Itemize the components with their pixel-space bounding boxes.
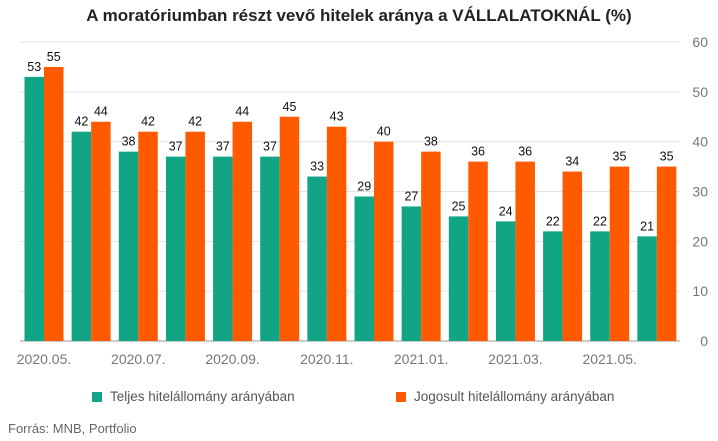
data-label: 37 (216, 140, 230, 154)
y-axis-ticks: 0 10 20 30 40 50 60 (692, 34, 708, 349)
bar-series1 (543, 231, 563, 341)
bar-series2 (468, 161, 488, 341)
data-label: 22 (593, 214, 607, 228)
bar-series1 (213, 156, 233, 341)
data-label: 36 (471, 145, 485, 159)
data-label: 53 (27, 60, 41, 74)
data-label: 55 (47, 50, 61, 64)
data-label: 40 (377, 125, 391, 139)
bar-series1 (637, 236, 657, 341)
y-tick-label: 60 (692, 34, 708, 50)
y-tick-label: 40 (692, 134, 708, 150)
bar-series2 (44, 66, 64, 342)
bar-series2 (562, 171, 583, 341)
x-axis-ticks: 2020.05. 2020.07. 2020.09. 2020.11. 2021.01.… (17, 351, 637, 367)
bar-series1 (71, 131, 92, 341)
bar-series1 (307, 176, 327, 341)
bar-series1 (24, 76, 44, 341)
data-label: 22 (546, 214, 560, 228)
bar-series2 (609, 166, 630, 341)
bar-series2 (232, 121, 253, 341)
bar-series2 (421, 151, 441, 341)
legend-item-series2: Jogosult hitelállomány arányában (396, 389, 614, 404)
data-label: 35 (613, 150, 627, 164)
bar-series1 (165, 156, 186, 341)
x-tick-label: 2020.09. (205, 351, 260, 367)
data-label: 44 (235, 105, 249, 119)
data-label: 43 (330, 110, 344, 124)
data-label: 38 (122, 135, 136, 149)
legend-swatch-series1 (92, 391, 102, 402)
legend-swatch-series2 (396, 391, 406, 402)
data-label: 24 (499, 204, 513, 218)
chart-title: A moratóriumban részt vevő hitelek arány… (86, 6, 632, 25)
bar-series1 (354, 196, 374, 341)
y-tick-label: 50 (692, 84, 708, 100)
data-labels: 53 42 38 37 37 37 33 29 27 25 24 22 22 21 55 44 42 42 44 45… (27, 50, 673, 233)
data-label: 27 (404, 189, 418, 203)
data-label: 33 (310, 160, 324, 174)
bar-series1 (590, 231, 610, 341)
data-label: 42 (74, 115, 88, 129)
bar-series2 (91, 121, 111, 341)
legend-item-series1: Teljes hitelállomány arányában (92, 389, 295, 404)
x-tick-label: 2021.01. (394, 351, 449, 367)
data-label: 36 (518, 145, 532, 159)
bar-series2 (326, 126, 347, 341)
x-tick-label: 2020.07. (111, 351, 166, 367)
bar-series2 (138, 131, 158, 341)
bar-series1 (448, 216, 469, 341)
data-label: 38 (424, 135, 438, 149)
bar-series2 (656, 166, 677, 341)
bar-series2 (279, 116, 300, 341)
x-tick-label: 2020.11. (300, 351, 353, 367)
legend-label-series1: Teljes hitelállomány arányában (110, 389, 295, 404)
source-note: Forrás: MNB, Portfolio (8, 421, 137, 436)
bar-series2 (185, 131, 205, 341)
bar-series1 (260, 156, 280, 341)
data-label: 34 (565, 155, 579, 169)
bar-series1 (401, 206, 422, 341)
data-label: 42 (188, 115, 202, 129)
bar-series2 (374, 141, 394, 341)
bar-series1 (118, 151, 139, 341)
legend-label-series2: Jogosult hitelállomány arányában (414, 389, 615, 404)
data-label: 29 (357, 179, 371, 193)
data-label: 25 (452, 199, 466, 213)
x-tick-label: 2020.05. (17, 351, 72, 367)
y-tick-label: 30 (692, 184, 708, 200)
y-tick-label: 20 (692, 233, 708, 249)
x-tick-label: 2021.03. (488, 351, 543, 367)
y-tick-label: 10 (692, 283, 708, 299)
data-label: 37 (263, 140, 277, 154)
data-label: 37 (169, 140, 183, 154)
data-label: 44 (94, 105, 108, 119)
y-tick-label: 0 (700, 333, 708, 349)
data-label: 21 (640, 219, 654, 233)
bars (24, 66, 677, 342)
bar-series2 (515, 161, 535, 341)
data-label: 45 (283, 100, 297, 114)
data-label: 35 (660, 150, 674, 164)
x-tick-label: 2021.05. (582, 351, 637, 367)
data-label: 42 (141, 115, 155, 129)
bar-series1 (495, 221, 516, 341)
